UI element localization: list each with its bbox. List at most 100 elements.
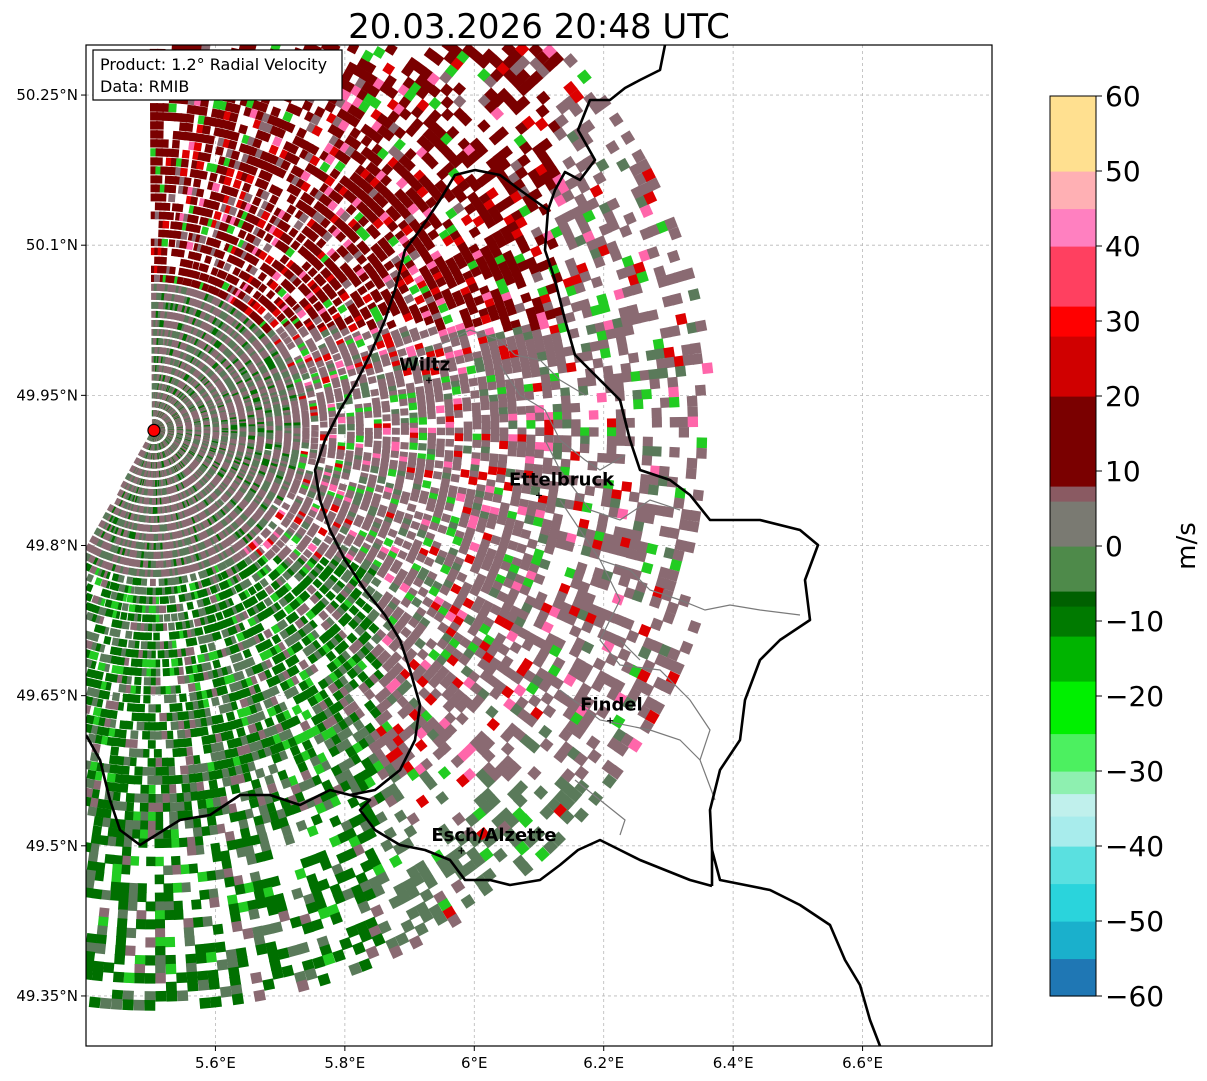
radar-cell xyxy=(495,473,506,484)
radar-cell xyxy=(179,167,188,177)
radar-cell xyxy=(516,448,527,458)
radar-cell xyxy=(244,222,255,233)
radar-cell xyxy=(596,392,607,403)
radar-cell xyxy=(352,462,362,471)
radar-cell xyxy=(271,271,282,282)
radar-cell xyxy=(256,218,267,229)
radar-cell xyxy=(166,211,175,221)
radar-cell xyxy=(382,129,395,142)
radar-cell xyxy=(201,283,210,292)
radar-cell xyxy=(271,259,281,270)
radar-cell xyxy=(641,388,652,400)
radar-cell xyxy=(683,540,696,554)
radar-cell xyxy=(360,134,373,148)
radar-cell xyxy=(193,142,203,152)
radar-cell xyxy=(252,236,262,247)
radar-cell xyxy=(205,356,214,365)
radar-cell xyxy=(192,270,201,280)
radar-cell xyxy=(565,362,577,373)
radar-cell xyxy=(316,214,327,226)
radar-cell xyxy=(171,148,180,158)
radar-cell xyxy=(483,491,494,502)
radar-cell xyxy=(241,182,252,193)
radar-cell xyxy=(282,111,294,123)
radar-cell xyxy=(150,139,158,148)
radar-cell xyxy=(452,462,462,471)
radar-cell xyxy=(150,103,158,112)
radar-cell xyxy=(606,427,617,437)
radar-cell xyxy=(201,263,210,273)
radar-cell xyxy=(264,443,273,450)
radar-cell xyxy=(589,427,599,437)
radar-cell xyxy=(323,186,335,198)
radar-cell xyxy=(213,339,222,349)
radar-cell xyxy=(271,136,283,148)
radar-cell xyxy=(434,394,444,403)
radar-cell xyxy=(372,46,386,59)
radar-cell xyxy=(226,224,236,235)
radar-cell xyxy=(153,274,160,283)
radar-cell xyxy=(571,427,581,437)
radar-cell xyxy=(150,184,158,193)
radar-cell xyxy=(216,259,226,269)
radar-cell xyxy=(327,200,339,212)
radar-cell xyxy=(310,221,322,233)
radar-cell xyxy=(492,493,503,504)
radar-cell xyxy=(273,186,284,198)
radar-cell xyxy=(201,125,211,135)
radar-cell xyxy=(391,427,400,435)
radar-cell xyxy=(177,249,185,258)
radar-cell xyxy=(468,377,479,387)
radar-cell xyxy=(160,256,167,265)
radar-cell xyxy=(198,235,207,244)
radar-cell xyxy=(381,405,391,413)
radar-cell xyxy=(651,407,662,418)
radar-cell xyxy=(418,417,428,425)
radar-cell xyxy=(227,139,238,151)
radar-cell xyxy=(376,124,390,138)
radar-cell xyxy=(161,139,169,148)
radar-cell xyxy=(430,52,445,67)
radar-cell xyxy=(691,352,704,365)
radar-cell xyxy=(652,338,665,350)
radar-cell xyxy=(612,372,624,384)
radar-cell xyxy=(499,413,509,423)
radar-cell xyxy=(257,283,268,293)
radar-cell xyxy=(314,190,325,202)
radar-cell xyxy=(150,148,158,157)
radar-cell xyxy=(561,411,572,421)
radar-cell xyxy=(201,273,210,283)
radar-cell xyxy=(553,419,563,429)
radar-cell xyxy=(382,62,396,76)
radar-cell xyxy=(361,464,371,473)
radar-cell xyxy=(534,412,545,422)
radar-cell xyxy=(262,171,273,183)
radar-cell xyxy=(556,363,568,374)
radar-cell xyxy=(221,281,230,291)
radar-cell xyxy=(310,415,319,422)
radar-cell xyxy=(306,218,318,230)
radar-cell xyxy=(349,127,362,140)
radar-cell xyxy=(186,241,194,251)
radar-cell xyxy=(181,149,190,159)
radar-cell xyxy=(689,510,702,523)
radar-cell xyxy=(230,131,240,142)
radar-cell xyxy=(329,168,341,180)
radar-cell xyxy=(150,211,158,220)
radar-cell xyxy=(436,427,446,436)
radar-cell xyxy=(291,105,303,117)
radar-cell xyxy=(409,442,418,451)
radar-cell xyxy=(382,414,391,422)
radar-cell xyxy=(313,200,324,212)
radar-cell xyxy=(358,100,371,113)
radar-cell xyxy=(384,74,397,88)
radar-cell xyxy=(463,433,473,442)
radar-cell xyxy=(387,110,401,123)
radar-cell xyxy=(195,188,205,198)
radar-cell xyxy=(281,212,292,223)
radar-cell xyxy=(694,384,707,396)
radar-cell xyxy=(211,182,221,192)
radar-cell xyxy=(155,121,164,130)
radar-cell xyxy=(335,394,344,403)
radar-cell xyxy=(212,239,222,249)
